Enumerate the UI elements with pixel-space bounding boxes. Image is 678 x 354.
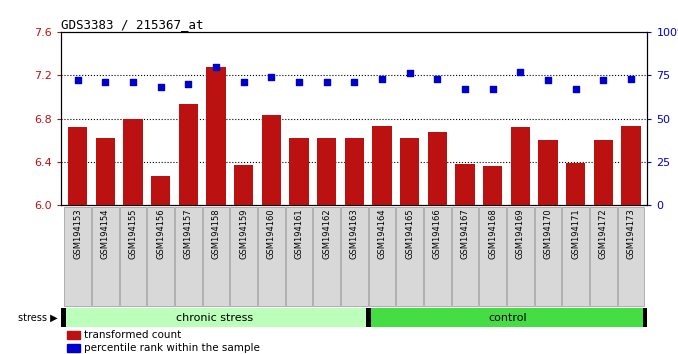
Bar — [178, 104, 198, 205]
Point — [515, 69, 525, 75]
Point — [210, 64, 221, 69]
Point — [376, 76, 387, 81]
Text: GSM194155: GSM194155 — [128, 209, 138, 259]
FancyBboxPatch shape — [231, 207, 257, 306]
Point — [404, 71, 415, 76]
Bar — [538, 140, 557, 205]
FancyBboxPatch shape — [535, 207, 561, 306]
Bar — [262, 115, 281, 205]
FancyBboxPatch shape — [147, 207, 174, 306]
FancyBboxPatch shape — [258, 207, 285, 306]
Bar — [593, 140, 613, 205]
Text: GSM194166: GSM194166 — [433, 209, 442, 259]
Bar — [372, 126, 392, 205]
Bar — [344, 138, 364, 205]
Text: GSM194153: GSM194153 — [73, 209, 82, 259]
Text: control: control — [489, 313, 527, 323]
Bar — [68, 127, 87, 205]
Bar — [151, 176, 170, 205]
Point — [487, 86, 498, 92]
Point — [183, 81, 194, 87]
Bar — [67, 344, 80, 352]
Point — [598, 78, 609, 83]
FancyBboxPatch shape — [369, 207, 395, 306]
Point — [294, 79, 304, 85]
Bar — [511, 127, 530, 205]
Point — [266, 74, 277, 80]
FancyBboxPatch shape — [92, 207, 119, 306]
FancyBboxPatch shape — [397, 207, 423, 306]
Text: GSM194154: GSM194154 — [101, 209, 110, 259]
Text: GSM194163: GSM194163 — [350, 209, 359, 259]
Point — [238, 79, 249, 85]
FancyBboxPatch shape — [341, 207, 367, 306]
Bar — [290, 138, 308, 205]
FancyBboxPatch shape — [479, 207, 506, 306]
Point — [542, 78, 553, 83]
Bar — [67, 331, 80, 339]
Text: percentile rank within the sample: percentile rank within the sample — [85, 343, 260, 353]
Point — [348, 79, 359, 85]
Text: GSM194168: GSM194168 — [488, 209, 497, 259]
Point — [626, 76, 637, 81]
Bar — [123, 119, 142, 205]
Bar — [234, 165, 254, 205]
Bar — [206, 67, 226, 205]
Text: GSM194172: GSM194172 — [599, 209, 607, 259]
FancyBboxPatch shape — [313, 207, 340, 306]
Text: stress ▶: stress ▶ — [18, 313, 58, 323]
Bar — [400, 138, 419, 205]
Bar — [621, 126, 641, 205]
Point — [155, 85, 166, 90]
Text: GSM194167: GSM194167 — [460, 209, 469, 259]
FancyBboxPatch shape — [285, 207, 312, 306]
FancyBboxPatch shape — [452, 207, 478, 306]
Text: transformed count: transformed count — [85, 330, 182, 341]
FancyBboxPatch shape — [175, 207, 201, 306]
Text: GSM194173: GSM194173 — [626, 209, 635, 259]
Text: GSM194164: GSM194164 — [378, 209, 386, 259]
Point — [321, 79, 332, 85]
Text: GSM194162: GSM194162 — [322, 209, 331, 259]
FancyBboxPatch shape — [119, 207, 146, 306]
FancyBboxPatch shape — [590, 207, 616, 306]
Bar — [66, 308, 366, 327]
Text: GSM194169: GSM194169 — [516, 209, 525, 259]
Text: chronic stress: chronic stress — [176, 313, 253, 323]
Text: GSM194158: GSM194158 — [212, 209, 220, 259]
Text: GDS3383 / 215367_at: GDS3383 / 215367_at — [61, 18, 203, 31]
Bar — [96, 138, 115, 205]
Point — [100, 79, 111, 85]
Text: GSM194161: GSM194161 — [294, 209, 304, 259]
FancyBboxPatch shape — [562, 207, 589, 306]
Point — [127, 79, 138, 85]
Point — [460, 86, 471, 92]
Bar — [317, 138, 336, 205]
Bar — [371, 308, 643, 327]
FancyBboxPatch shape — [618, 207, 644, 306]
Text: GSM194171: GSM194171 — [571, 209, 580, 259]
FancyBboxPatch shape — [203, 207, 229, 306]
Bar — [455, 164, 475, 205]
Text: GSM194160: GSM194160 — [266, 209, 276, 259]
Point — [72, 78, 83, 83]
Text: GSM194165: GSM194165 — [405, 209, 414, 259]
Text: GSM194156: GSM194156 — [156, 209, 165, 259]
Bar — [483, 166, 502, 205]
Text: GSM194157: GSM194157 — [184, 209, 193, 259]
Point — [570, 86, 581, 92]
FancyBboxPatch shape — [424, 207, 450, 306]
Bar — [428, 132, 447, 205]
Point — [432, 76, 443, 81]
FancyBboxPatch shape — [507, 207, 534, 306]
FancyBboxPatch shape — [64, 207, 91, 306]
Text: GSM194170: GSM194170 — [543, 209, 553, 259]
Bar — [566, 163, 585, 205]
Text: GSM194159: GSM194159 — [239, 209, 248, 259]
